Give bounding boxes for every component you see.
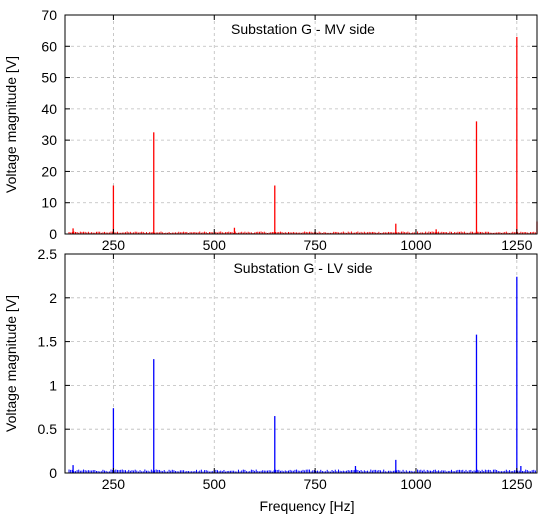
- mv-axes-frame: [64, 14, 538, 235]
- lv-y-tick-label: 0.5: [38, 421, 58, 437]
- mv-panel-title: Substation G - MV side: [231, 21, 375, 37]
- lv-x-tick-label: 750: [303, 476, 327, 492]
- lv-x-tick-label: 500: [203, 476, 227, 492]
- lv-y-tick-label: 2.5: [38, 246, 58, 262]
- lv-side-chart-panel: 250 500 750 1000 1250 0 0.5 1 1.5 2 2.5 Substation …: [3, 246, 538, 492]
- lv-y-tick-label: 1.5: [38, 334, 58, 350]
- x-axis-label: Frequency [Hz]: [260, 498, 355, 514]
- lv-x-tick-label: 1250: [501, 476, 532, 492]
- lv-panel-title: Substation G - LV side: [233, 260, 372, 276]
- mv-y-tick-label: 40: [41, 101, 57, 117]
- mv-y-tick-label: 30: [41, 132, 57, 148]
- mv-x-tick-label: 250: [102, 237, 126, 253]
- lv-plot-area: [65, 254, 537, 473]
- lv-x-tick-label: 250: [102, 476, 126, 492]
- mv-y-tick-label: 50: [41, 70, 57, 86]
- lv-y-axis-label: Voltage magnitude [V]: [3, 295, 19, 432]
- lv-y-tick-label: 2: [49, 290, 57, 306]
- mv-side-chart-panel: 250 500 750 1000 1250 0 10 20 30 40 50 60 70 Substati…: [3, 7, 538, 253]
- mv-plot-area: [65, 15, 537, 234]
- lv-x-tick-label: 1000: [400, 476, 431, 492]
- mv-y-tick-label: 20: [41, 163, 57, 179]
- lv-y-tick-label: 0: [49, 465, 57, 481]
- mv-y-tick-label: 0: [49, 226, 57, 242]
- lv-axes-frame: [64, 253, 538, 474]
- mv-x-tick-label: 1000: [400, 237, 431, 253]
- lv-y-tick-label: 1: [49, 377, 57, 393]
- mv-y-tick-label: 60: [41, 38, 57, 54]
- mv-x-tick-label: 1250: [501, 237, 532, 253]
- mv-x-tick-label: 750: [303, 237, 327, 253]
- mv-y-tick-label: 70: [41, 7, 57, 23]
- mv-y-tick-label: 10: [41, 195, 57, 211]
- mv-x-tick-label: 500: [203, 237, 227, 253]
- mv-y-axis-label: Voltage magnitude [V]: [3, 56, 19, 193]
